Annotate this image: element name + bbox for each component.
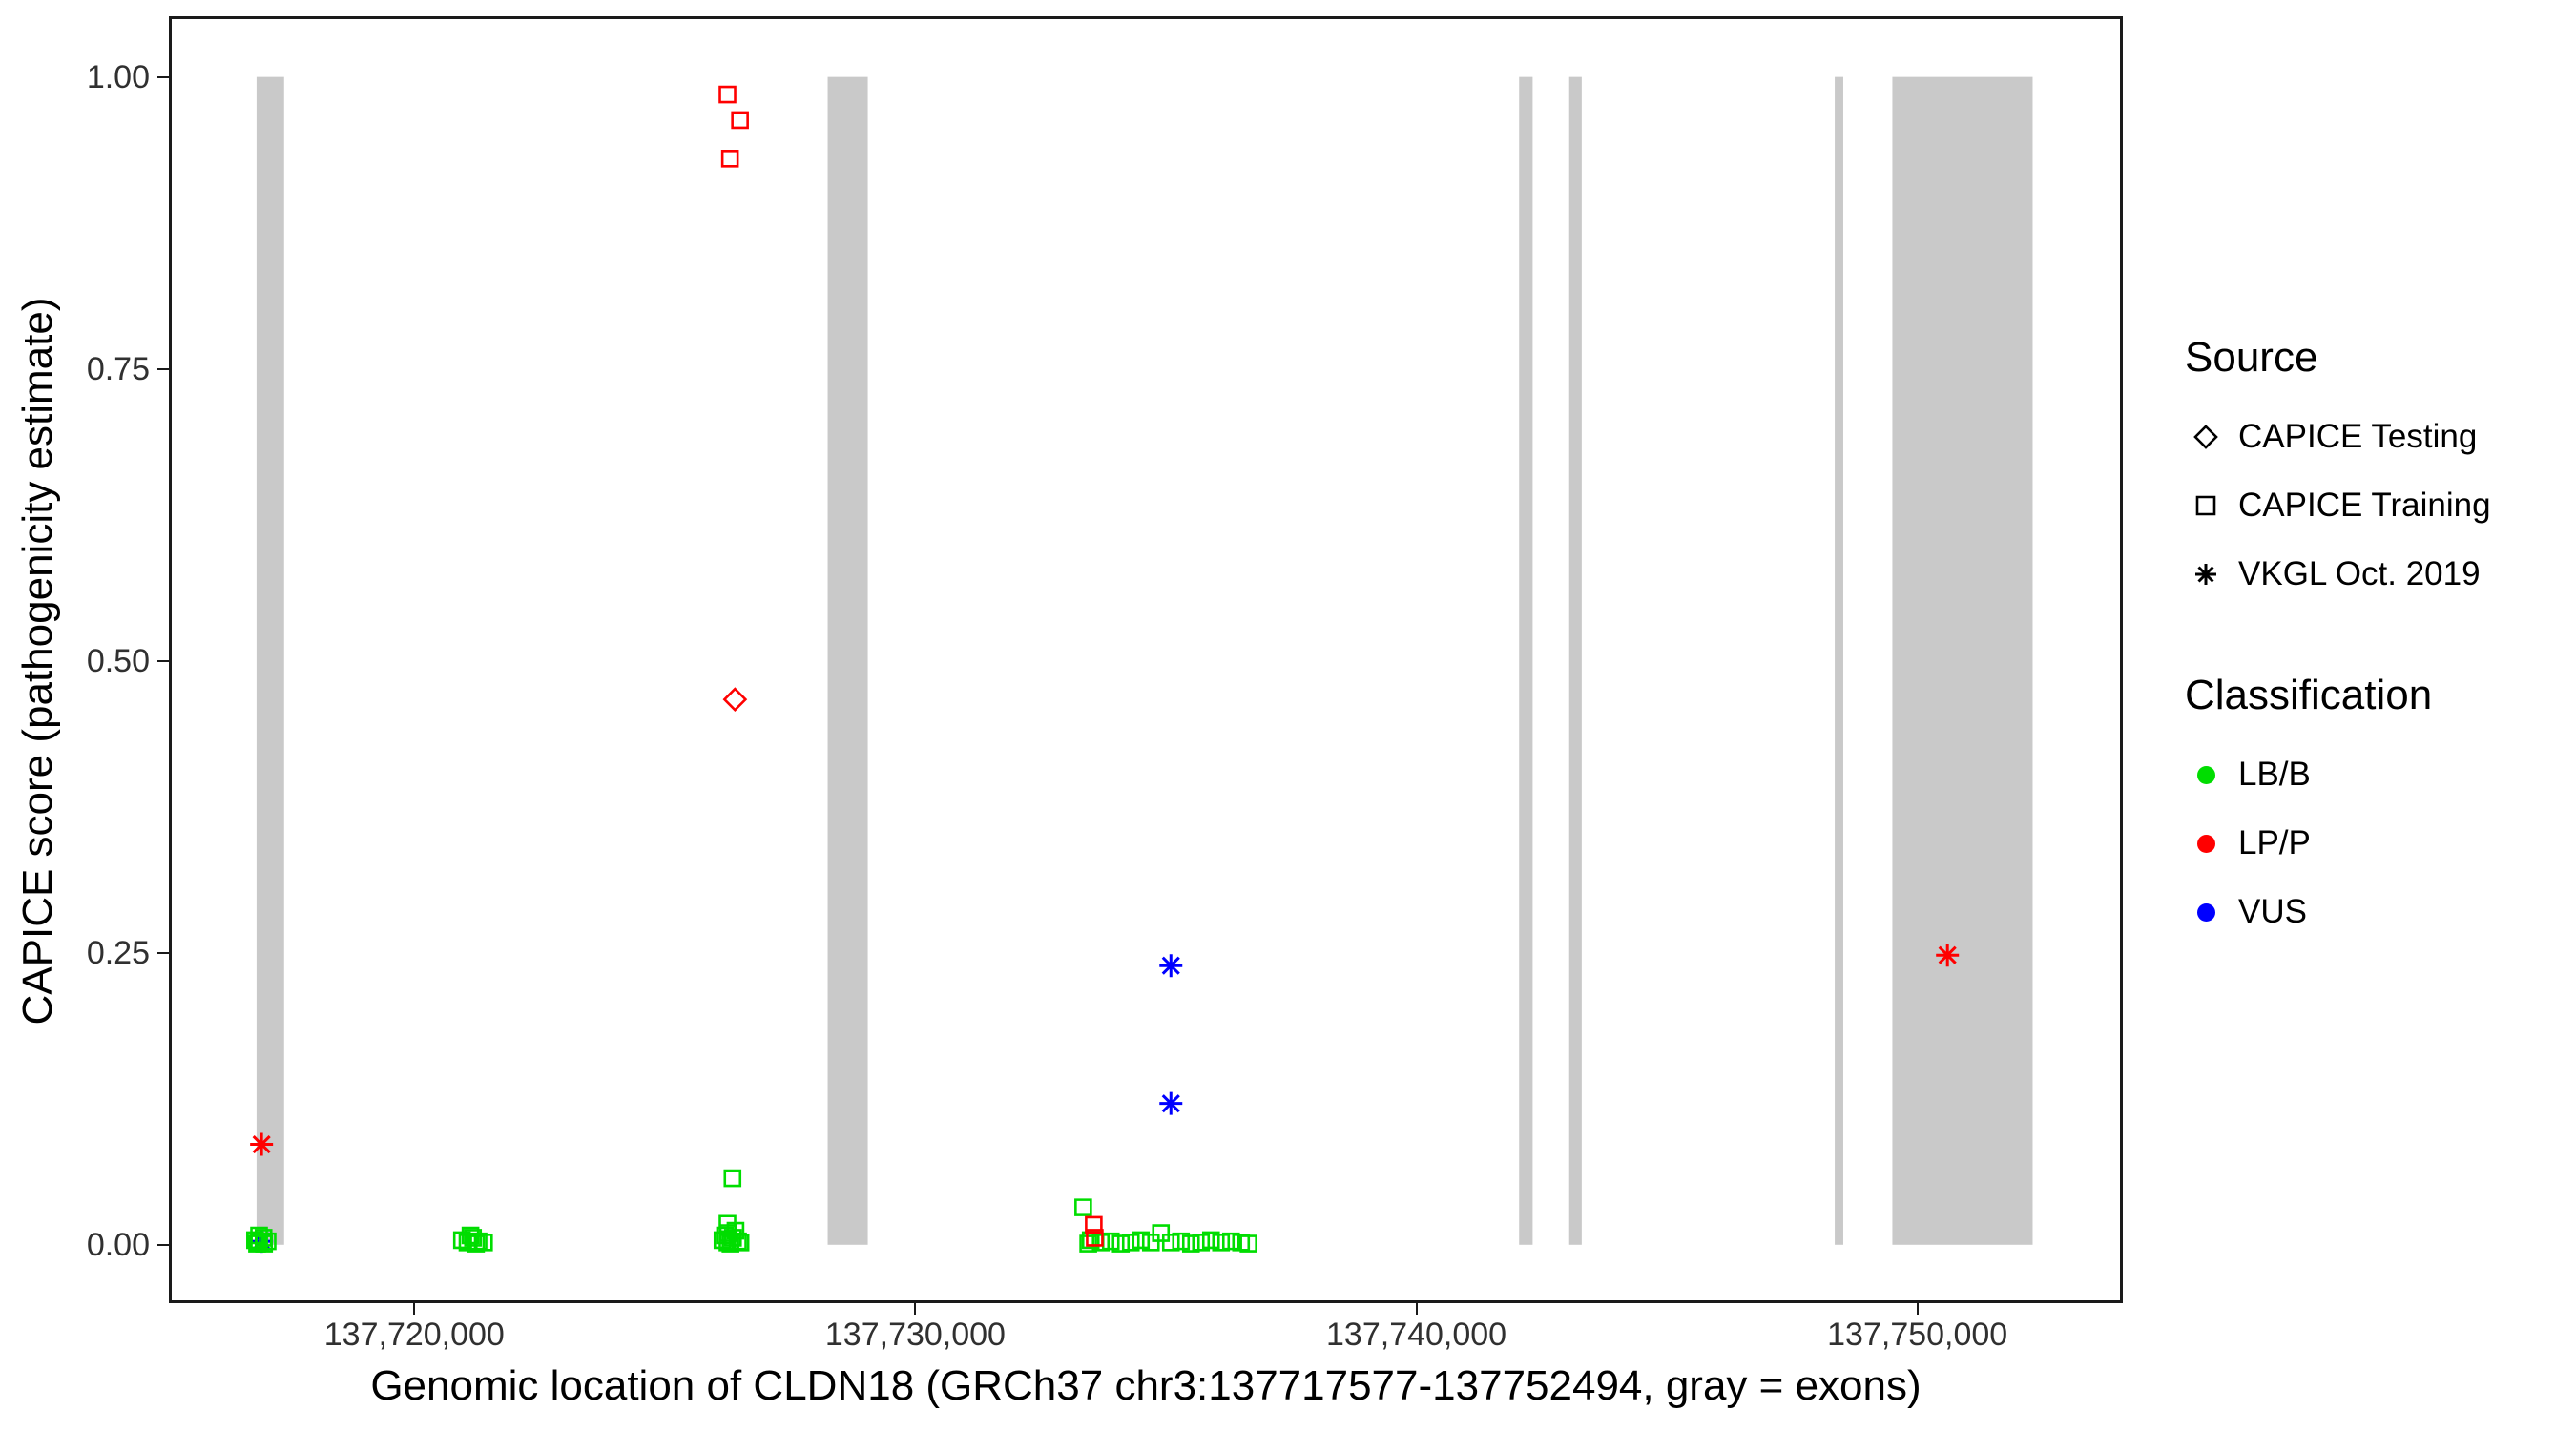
color-dot-icon [2185, 822, 2227, 864]
y-tick-mark [157, 367, 169, 370]
data-point [255, 1234, 274, 1253]
data-point [1079, 1234, 1097, 1253]
y-axis-title: CAPICE score (pathogenicity estimate) [14, 297, 61, 1026]
color-dot-icon [2185, 891, 2227, 933]
data-point [1159, 1091, 1183, 1115]
y-tick-mark [157, 1243, 169, 1246]
data-point [718, 85, 737, 104]
plot-canvas [169, 16, 2123, 1303]
color-dot-icon [2185, 754, 2227, 796]
legend-label: CAPICE Training [2238, 487, 2491, 524]
legend-classification-title: Classification [2185, 672, 2433, 718]
data-point [720, 150, 739, 168]
color-dot [2196, 765, 2215, 784]
plot-panel [169, 16, 2123, 1303]
data-point [1086, 1229, 1104, 1247]
exon-band [1892, 76, 2033, 1245]
diamond-icon [2193, 425, 2218, 449]
data-point [716, 1226, 735, 1245]
x-tick-label: 137,740,000 [1326, 1317, 1507, 1353]
data-point [1074, 1198, 1092, 1216]
exon-band [1835, 76, 1843, 1245]
data-point [731, 111, 749, 130]
legend-source-items: CAPICE Testing CAPICE Training VKGL Oct. 2… [2185, 403, 2566, 609]
data-point [723, 1169, 742, 1188]
exon-band [256, 76, 284, 1245]
x-tick-mark [1916, 1303, 1919, 1315]
data-point [467, 1234, 486, 1253]
x-axis-title: Genomic location of CLDN18 (GRCh37 chr3:… [370, 1362, 1922, 1409]
legend-item-source: CAPICE Testing [2185, 403, 2566, 471]
legend: Source CAPICE Testing CAPICE Training VKGL… [2185, 334, 2566, 946]
legend-classification-items: LB/B LP/P VUS [2185, 740, 2566, 946]
legend-item-classification: VUS [2185, 878, 2566, 946]
exon-band [1568, 76, 1582, 1245]
panel-border [169, 16, 2123, 1303]
square-marker [2185, 485, 2227, 527]
y-tick-mark [157, 951, 169, 954]
data-point [250, 1226, 268, 1245]
legend-item-source: CAPICE Training [2185, 471, 2566, 540]
data-point [722, 687, 748, 712]
legend-item-source: VKGL Oct. 2019 [2185, 540, 2566, 609]
y-tick-mark [157, 659, 169, 662]
x-tick-label: 137,730,000 [824, 1317, 1006, 1353]
legend-item-classification: LB/B [2185, 740, 2566, 809]
data-point [464, 1229, 483, 1247]
data-point [726, 1221, 745, 1240]
legend-label: VUS [2238, 893, 2307, 930]
data-point [731, 1234, 750, 1252]
x-tick-mark [413, 1303, 416, 1315]
asterisk-icon [2195, 564, 2216, 585]
data-point [461, 1226, 480, 1245]
legend-label: CAPICE Testing [2238, 418, 2478, 455]
data-point [248, 1234, 266, 1253]
data-point [1132, 1231, 1151, 1250]
exon-band [1519, 76, 1533, 1245]
legend-item-classification: LP/P [2185, 809, 2566, 878]
data-point [1172, 1232, 1191, 1251]
y-tick-mark [157, 75, 169, 78]
legend-label: LP/P [2238, 824, 2311, 861]
data-point [475, 1234, 493, 1252]
legend-source-title: Source [2185, 334, 2318, 381]
color-dot [2196, 834, 2215, 853]
diamond-marker [2185, 416, 2227, 458]
y-tick-label: 0.00 [86, 1226, 150, 1263]
legend-label: VKGL Oct. 2019 [2238, 555, 2481, 592]
exon-band [827, 76, 868, 1245]
data-point [1201, 1231, 1220, 1250]
data-point [250, 1132, 274, 1156]
x-tick-label: 137,750,000 [1827, 1317, 2008, 1353]
x-tick-mark [914, 1303, 917, 1315]
data-point [1239, 1234, 1257, 1253]
data-point [1936, 944, 1960, 967]
square-icon [2195, 495, 2216, 516]
x-tick-mark [1415, 1303, 1418, 1315]
data-point [1152, 1224, 1171, 1242]
x-tick-label: 137,720,000 [323, 1317, 505, 1353]
asterisk-marker [2185, 553, 2227, 595]
data-point [718, 1224, 737, 1242]
legend-label: LB/B [2238, 756, 2311, 793]
data-point [1159, 954, 1183, 978]
y-tick-label: 1.00 [86, 58, 150, 95]
color-dot [2196, 902, 2215, 922]
